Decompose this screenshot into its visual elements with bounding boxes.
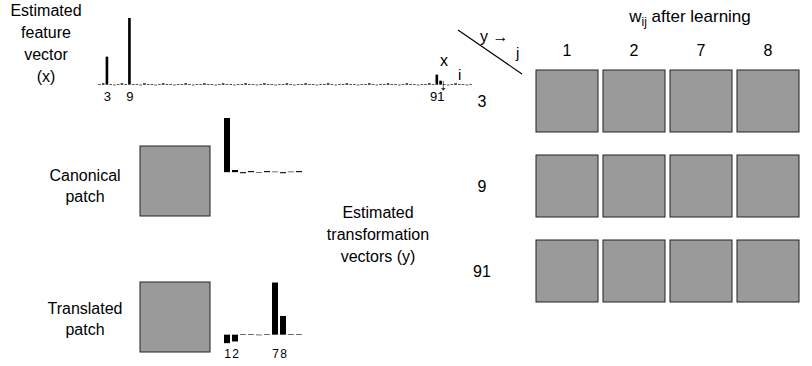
svg-text:3: 3: [478, 93, 487, 110]
svg-text:y →: y →: [480, 28, 508, 45]
svg-text:2: 2: [232, 347, 239, 361]
svg-text:9: 9: [126, 89, 133, 104]
svg-text:Canonical: Canonical: [49, 167, 120, 184]
svg-text:3: 3: [104, 89, 111, 104]
svg-text:7: 7: [272, 347, 279, 361]
svg-text:7: 7: [697, 42, 706, 59]
svg-text:1: 1: [224, 347, 231, 361]
svg-text:Estimated: Estimated: [10, 2, 81, 19]
svg-text:(x): (x): [37, 68, 56, 85]
svg-text:↓: ↓: [439, 76, 447, 93]
svg-text:patch: patch: [65, 321, 104, 338]
svg-text:9: 9: [478, 178, 487, 195]
svg-text:vectors (y): vectors (y): [341, 248, 416, 265]
svg-text:patch: patch: [65, 188, 104, 205]
svg-text:transformation: transformation: [327, 226, 429, 243]
svg-text:2: 2: [630, 42, 639, 59]
svg-text:Translated: Translated: [48, 300, 123, 317]
svg-text:wij after learning: wij after learning: [628, 7, 751, 29]
svg-text:91: 91: [430, 89, 444, 104]
svg-text:8: 8: [280, 347, 287, 361]
svg-text:i: i: [458, 66, 461, 83]
svg-text:1: 1: [563, 42, 572, 59]
svg-text:j: j: [515, 44, 519, 61]
svg-text:91: 91: [473, 263, 491, 280]
svg-text:Estimated: Estimated: [342, 204, 413, 221]
svg-text:feature: feature: [21, 24, 71, 41]
svg-text:x: x: [440, 52, 448, 69]
svg-text:8: 8: [764, 42, 773, 59]
svg-text:vector: vector: [24, 46, 68, 63]
